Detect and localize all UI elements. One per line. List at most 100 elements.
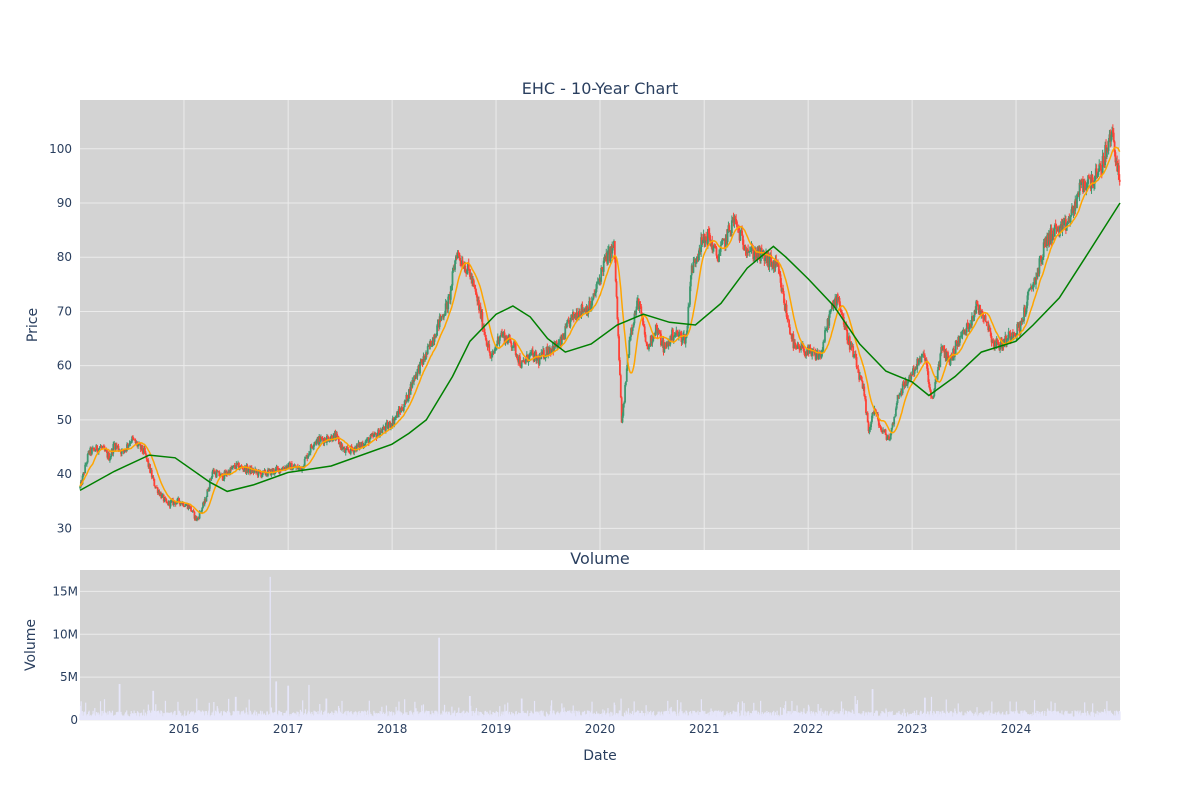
candle-body bbox=[341, 444, 344, 450]
candle-body bbox=[572, 311, 575, 319]
candle-body bbox=[899, 394, 902, 396]
volume-bar bbox=[466, 711, 468, 720]
volume-bar bbox=[785, 701, 787, 720]
candle-body bbox=[921, 354, 924, 356]
candle-body bbox=[512, 346, 515, 348]
candle-body bbox=[473, 284, 476, 289]
candle-body bbox=[81, 475, 84, 485]
volume-bar bbox=[572, 705, 574, 720]
volume-bar bbox=[846, 710, 848, 720]
candle-body bbox=[1099, 164, 1101, 166]
volume-bar bbox=[957, 703, 959, 720]
candle-body bbox=[312, 446, 315, 448]
candle-body bbox=[792, 334, 795, 349]
volume-bar bbox=[1050, 701, 1052, 720]
volume-bar bbox=[776, 710, 778, 720]
candle-body bbox=[290, 463, 293, 471]
candle-body bbox=[880, 427, 883, 432]
candle-body bbox=[471, 275, 474, 284]
candle-body bbox=[871, 415, 873, 423]
candle-body bbox=[926, 364, 929, 372]
volume-bar bbox=[180, 712, 182, 720]
volume-bar bbox=[363, 711, 365, 720]
candle-body bbox=[134, 439, 137, 444]
volume-bar bbox=[614, 705, 616, 720]
candle-body bbox=[444, 303, 447, 315]
candle-body bbox=[737, 227, 740, 231]
candle-body bbox=[871, 412, 874, 416]
volume-bar bbox=[602, 709, 604, 720]
candle-body bbox=[901, 383, 904, 394]
volume-bar bbox=[386, 711, 388, 720]
candle-body bbox=[176, 498, 179, 503]
candle-body bbox=[85, 464, 87, 466]
candle-body bbox=[927, 371, 930, 382]
volume-bar bbox=[515, 711, 517, 720]
candle-body bbox=[246, 465, 249, 473]
ma-long-line bbox=[79, 202, 1121, 493]
candle-body bbox=[260, 472, 263, 477]
candle-body bbox=[744, 249, 747, 251]
candle-body bbox=[282, 467, 285, 469]
candle-body bbox=[1118, 179, 1121, 182]
candle-body bbox=[601, 267, 603, 269]
candle-body bbox=[359, 443, 362, 448]
candle-body bbox=[761, 253, 764, 255]
candle-body bbox=[750, 246, 753, 251]
volume-bar bbox=[840, 701, 843, 720]
candle-body bbox=[878, 425, 881, 427]
candle-body bbox=[718, 251, 721, 254]
candle-body bbox=[96, 445, 98, 451]
candle-body bbox=[859, 375, 862, 377]
candle-body bbox=[764, 258, 767, 261]
candle-body bbox=[787, 318, 790, 321]
candle-body bbox=[638, 304, 641, 309]
candle-body bbox=[869, 427, 872, 430]
candle-body bbox=[1113, 141, 1116, 153]
candle-body bbox=[226, 471, 228, 475]
candle-body bbox=[824, 330, 826, 342]
volume-bar bbox=[144, 712, 147, 720]
candle-body bbox=[852, 346, 855, 357]
candle-body bbox=[1041, 257, 1044, 260]
candle-body bbox=[1063, 220, 1066, 226]
candle-body bbox=[981, 310, 984, 314]
candle-body bbox=[507, 339, 509, 344]
candle-body bbox=[1031, 287, 1034, 289]
volume-bar bbox=[588, 710, 590, 720]
volume-bar bbox=[356, 712, 358, 720]
candle-body bbox=[642, 324, 645, 327]
volume-bar bbox=[1079, 710, 1081, 720]
candle-body bbox=[493, 351, 496, 353]
candle-body bbox=[618, 336, 620, 361]
candle-body bbox=[636, 300, 638, 310]
candle-body bbox=[853, 354, 855, 357]
candle-body bbox=[794, 342, 796, 346]
volume-bar bbox=[187, 710, 189, 720]
candle-body bbox=[468, 268, 471, 274]
candle-body bbox=[856, 367, 859, 369]
volume-bar bbox=[255, 711, 258, 720]
candle-body bbox=[472, 280, 475, 285]
volume-bar bbox=[627, 708, 630, 720]
candle-body bbox=[700, 237, 702, 252]
candle-body bbox=[591, 299, 594, 302]
volume-bar bbox=[297, 712, 299, 720]
candle-body bbox=[344, 449, 347, 453]
candle-body bbox=[987, 321, 990, 331]
candle-body bbox=[501, 334, 504, 337]
candle-body bbox=[365, 441, 368, 443]
candle-body bbox=[490, 354, 493, 358]
candle-body bbox=[411, 380, 414, 388]
candle-body bbox=[276, 467, 279, 469]
candle-body bbox=[450, 285, 453, 287]
candle-body bbox=[443, 315, 445, 318]
candle-body bbox=[525, 359, 527, 363]
candle-body bbox=[818, 354, 820, 360]
candle-body bbox=[105, 450, 108, 452]
candle-body bbox=[982, 313, 984, 319]
candle-body bbox=[578, 311, 581, 316]
candle-body bbox=[438, 316, 441, 328]
volume-bar bbox=[791, 700, 793, 720]
candle-body bbox=[1041, 259, 1043, 263]
